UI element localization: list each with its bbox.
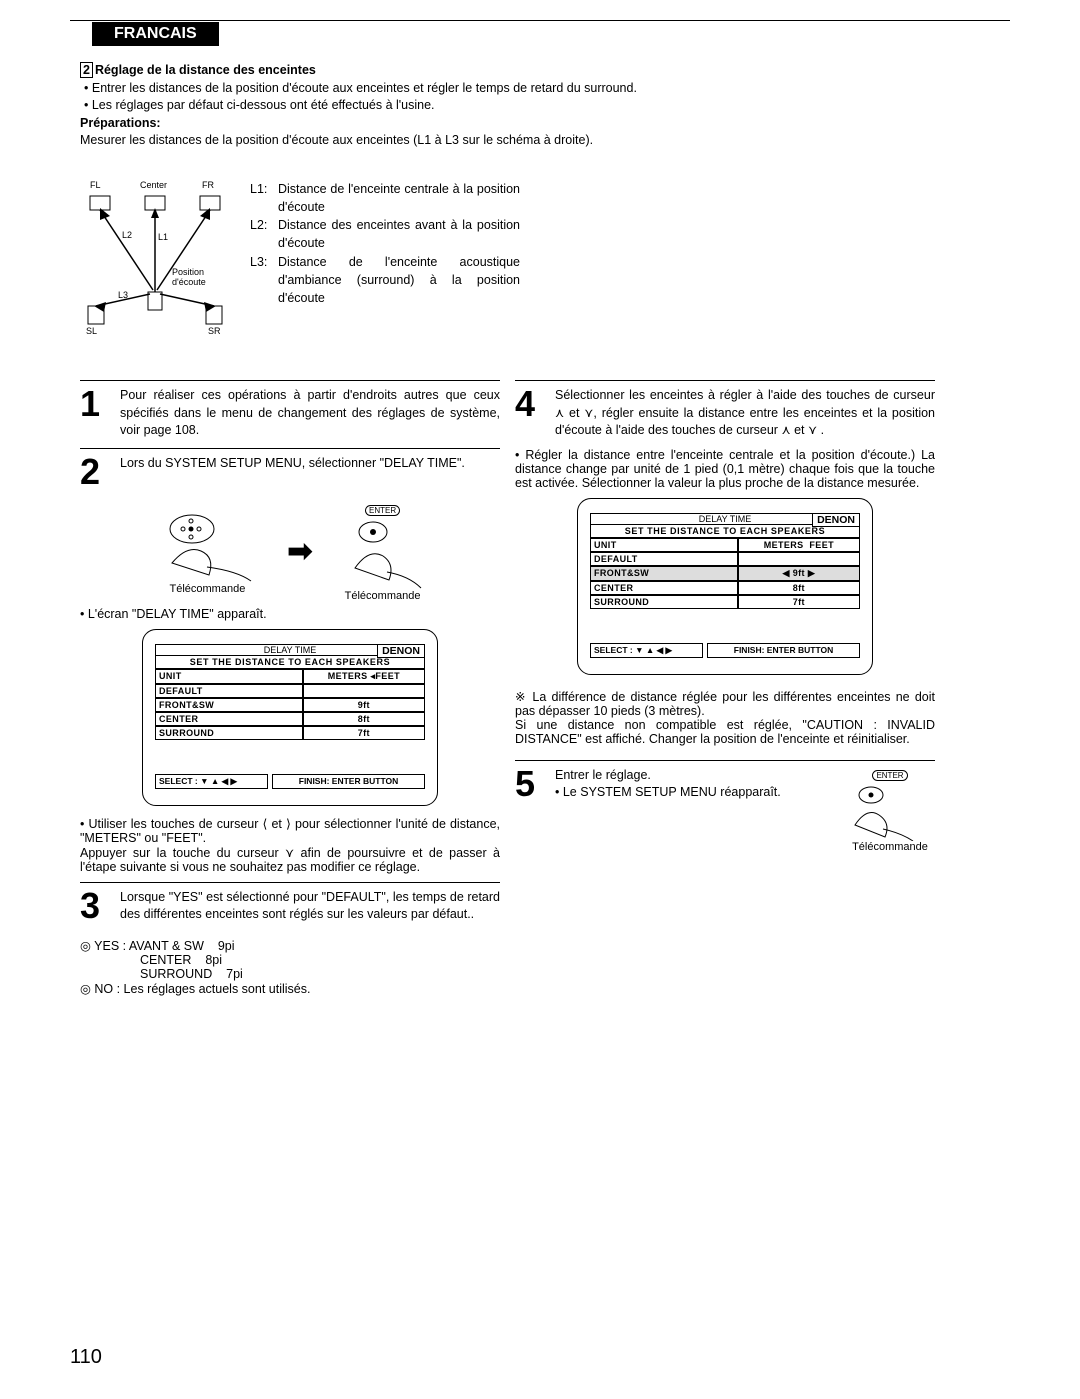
svg-text:L2: L2: [122, 230, 132, 240]
intro-bullet-1: • Entrer les distances de la position d'…: [80, 80, 700, 98]
default-values: ◎ YES : AVANT & SW 9pi CENTER 8pi SURROU…: [80, 938, 500, 996]
osd-screen-1: DELAY TIME DENON SET THE DISTANCE TO EAC…: [142, 629, 438, 806]
step-4: 4 Sélectionner les enceintes à régler à …: [515, 380, 935, 448]
intro-bullet-2: • Les réglages par défaut ci-dessous ont…: [80, 97, 700, 115]
section-title: 22 Réglage de la distance des enceintesR…: [80, 62, 700, 80]
remote-hand-icon: [845, 781, 915, 841]
content-columns: 1 Pour réaliser ces opérations à partir …: [80, 380, 1010, 1349]
osd-screen-2: DELAY TIME DENON SET THE DISTANCE TO EAC…: [577, 498, 873, 675]
intro-section: 22 Réglage de la distance des enceintesR…: [80, 62, 700, 150]
distance-definitions: L1:Distance de l'enceinte centrale à la …: [250, 180, 520, 307]
delay-time-appears: • L'écran "DELAY TIME" apparaît.: [80, 607, 500, 621]
svg-text:L3: L3: [118, 290, 128, 300]
remote-hand-icon: [343, 516, 423, 590]
language-tab: FRANCAIS: [92, 22, 219, 46]
remote-illustration: Télécommande ➡ ENTER Télécommande: [80, 502, 500, 602]
prep-text: Mesurer les distances de la position d'é…: [80, 132, 700, 150]
distance-note: ※ La différence de distance réglée pour …: [515, 689, 935, 746]
prep-label: Préparations:: [80, 115, 700, 133]
step-2: 2 Lors du SYSTEM SETUP MENU, sélectionne…: [80, 448, 500, 497]
speaker-layout-diagram: L1 L2 L3 FL Center FR Position d'écoute …: [80, 180, 230, 340]
svg-text:L1: L1: [158, 232, 168, 242]
cursor-continue-text: Appuyer sur la touche du curseur ⋎ afin …: [80, 845, 500, 874]
page-number: 110: [70, 1346, 102, 1369]
remote-hand-icon: [157, 509, 257, 583]
cursor-unit-text: • Utiliser les touches de curseur ⟨ et ⟩…: [80, 816, 500, 845]
manual-page: FRANCAIS 22 Réglage de la distance des e…: [0, 0, 1080, 1399]
step-4-detail: • Régler la distance entre l'enceinte ce…: [515, 448, 935, 490]
step-3: 3 Lorsque "YES" est sélectionné pour "DE…: [80, 882, 500, 932]
step-1: 1 Pour réaliser ces opérations à partir …: [80, 380, 500, 448]
step-5: 5 Entrer le réglage. • Le SYSTEM SETUP M…: [515, 760, 935, 861]
arrow-right-icon: ➡: [287, 534, 312, 569]
enter-badge: ENTER: [872, 770, 907, 781]
left-column: 1 Pour réaliser ces opérations à partir …: [80, 380, 500, 996]
chevron-right-icon: ⟩: [286, 817, 295, 831]
header-rule: [70, 20, 1010, 21]
right-column: 4 Sélectionner les enceintes à régler à …: [515, 380, 935, 861]
enter-badge: ENTER: [365, 505, 400, 516]
